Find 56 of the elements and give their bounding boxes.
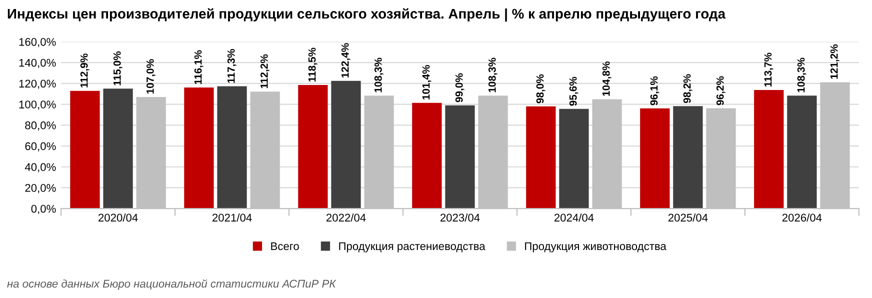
y-tick-label: 60,0% (25, 142, 56, 152)
bar (445, 105, 475, 209)
data-label: 96,1% (650, 76, 660, 106)
data-label: 95,6% (569, 76, 578, 106)
data-label: 98,0% (536, 74, 546, 104)
data-label: 117,3% (227, 48, 236, 83)
data-label: 98,2% (683, 74, 692, 104)
bar (70, 90, 100, 209)
y-tick-label: 40,0% (24, 163, 56, 172)
legend-label: Продукция животноводства (525, 242, 666, 252)
x-tick-label: 2020/04 (98, 213, 138, 222)
data-label: 112,9% (80, 54, 90, 88)
data-label: 115,0% (113, 51, 122, 86)
x-tick-label: 2025/04 (668, 213, 708, 222)
y-tick-label: 140,0% (19, 58, 56, 68)
y-tick-label: 160,0% (19, 38, 56, 48)
x-tick-label: 2021/04 (212, 213, 252, 222)
data-label: 113,7% (764, 52, 774, 87)
bar (559, 108, 589, 209)
bar (673, 106, 703, 209)
data-label: 99,0% (455, 73, 464, 102)
data-label: 112,2% (260, 54, 270, 88)
x-tick-label: 2023/04 (440, 213, 480, 222)
bar (412, 102, 442, 209)
bar (331, 80, 361, 209)
data-label: 108,3% (374, 58, 384, 92)
y-tick-label: 100,0% (19, 100, 56, 110)
x-tick-label: 2022/04 (326, 213, 366, 222)
bar (217, 86, 247, 209)
data-label: 122,4% (341, 43, 350, 78)
bar (526, 106, 556, 209)
data-label: 108,3% (797, 58, 806, 92)
y-tick-label: 0,0% (31, 204, 56, 214)
data-label: 108,3% (488, 58, 498, 92)
bar (298, 85, 328, 209)
y-tick-label: 20,0% (25, 184, 56, 194)
data-label: 104,8% (602, 61, 612, 96)
data-label: 107,0% (146, 59, 156, 94)
data-label: 101,4% (422, 65, 432, 100)
legend-label: Продукция растениеводства (339, 242, 486, 252)
data-label: 96,2% (716, 76, 726, 106)
data-label: 116,1% (194, 50, 204, 84)
bar (754, 90, 784, 209)
y-tick-label: 120,0% (19, 80, 56, 89)
data-label: 118,5% (308, 48, 318, 82)
bar (184, 88, 214, 209)
legend-label: Всего (271, 242, 299, 250)
bar (640, 108, 670, 209)
text: на основе данных Бюро национальной статистики АСПиР РК (7, 279, 336, 290)
y-tick-label: 80,0% (25, 121, 56, 131)
x-tick-label: 2024/04 (554, 213, 594, 222)
data-label: 121,2% (830, 44, 840, 79)
bar (103, 88, 133, 209)
chart-title: Индексы цен производителей продукции сельского хозяйства. Апрель | % к апрелю предыдущего года (8, 8, 726, 22)
x-tick-label: 2026/04 (782, 213, 822, 222)
bar (787, 96, 817, 209)
